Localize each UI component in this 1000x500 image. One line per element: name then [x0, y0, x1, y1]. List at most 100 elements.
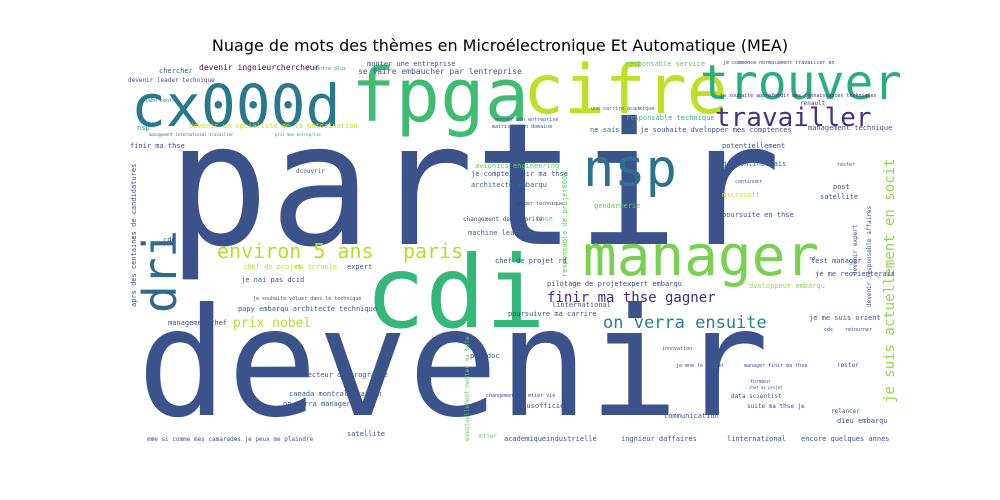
cloud-word: chercher [159, 67, 193, 75]
cloud-word: dri [133, 229, 187, 313]
cloud-word: leader technique [515, 201, 564, 207]
cloud-word: formeur [750, 379, 772, 385]
cloud-word: architecte embarqu [471, 181, 547, 189]
cloud-word: devenir ingnieurchercheur [199, 63, 320, 72]
cloud-word: on verra manager dune [283, 400, 372, 408]
cloud-word: post [833, 183, 850, 191]
cloud-word: nsp [583, 139, 677, 199]
cloud-word: innovation [662, 346, 693, 352]
cloud-word: dcouvrir [296, 168, 325, 175]
cloud-word: mme si comme mes camarades je peux me pl… [147, 436, 314, 443]
cloud-word: je commence normalement travailler en [723, 61, 835, 66]
cloud-word: microsoft [722, 191, 760, 199]
cloud-word: expert [347, 263, 373, 271]
cloud-word: relancer [831, 408, 860, 415]
cloud-word: poursuivre ma carrire [508, 310, 597, 318]
cloud-word: labo cenfs [145, 98, 176, 104]
cloud-word: poursuite en thse [722, 211, 794, 219]
cloud-word: finir ma thse gagner [547, 290, 716, 306]
cloud-word: devenir expert [852, 224, 859, 275]
cloud-word: mtier [479, 433, 498, 440]
cloud-word: retourner [845, 327, 873, 333]
cloud-word: travailler [715, 103, 872, 133]
cloud-word: manager [583, 224, 820, 289]
cloud-word: test manager [811, 257, 862, 265]
cloud-word: monter une entreprise [367, 61, 456, 68]
cloud-word: chef de projet [243, 263, 303, 271]
cloud-word: ou scroule [295, 263, 338, 271]
chart-title: Nuage de mots des thèmes en Microélectro… [211, 36, 789, 55]
word-cloud: partir devenir cdi fpga cifre cx000d tro… [125, 61, 900, 447]
cloud-word: avionics engineering [475, 162, 560, 170]
cloud-word: devenir un spcialiste de la motorisation [189, 122, 358, 130]
cloud-word: machine learning [468, 229, 536, 237]
cloud-word: communication [664, 412, 719, 420]
cloud-word: encore quelques annes [801, 435, 890, 443]
cloud-word: partir [167, 87, 782, 285]
cloud-word: trouver [700, 61, 900, 111]
cloud-word: dieu embarqu [837, 417, 888, 425]
cloud-word: management international travailler [149, 132, 234, 137]
cloud-word: je continuerais [723, 160, 787, 168]
cloud-word: sousofficier [518, 402, 569, 410]
cloud-word: fpga [351, 61, 530, 139]
cloud-word: je compte finir ma thse [471, 170, 568, 178]
cloud-word: je me reorienterais [815, 270, 896, 278]
cloud-word: paris [403, 239, 464, 263]
cloud-word: se faire embaucher par lentreprise [358, 67, 522, 76]
cloud-word: prix mon entreprise [275, 132, 321, 137]
cloud-word: changement de mtier vie [486, 393, 556, 399]
cloud-word: je suis actuellement en socit [882, 158, 898, 403]
cloud-word: management technique [808, 124, 893, 132]
cloud-word: postdoc [470, 352, 500, 360]
cloud-word: je me suis orient [809, 314, 881, 322]
cloud-word: ingnieur daffaires [621, 435, 697, 443]
cloud-word: satellite [347, 430, 385, 438]
cloud-word: environ 5 ans [217, 239, 374, 263]
cloud-word: on verra ensuite [603, 313, 767, 333]
cloud-word: academiqueindustrielle [504, 435, 597, 443]
cloud-word: changement dentreprise [463, 216, 543, 223]
cloud-word: rd [809, 256, 816, 262]
cloud-word: je souhaite approfondir mes connaissance… [720, 93, 877, 99]
cloud-word: canada montral cration [289, 390, 382, 398]
cloud-word: devenir responsable affaires [866, 205, 873, 307]
cloud-word: je souhaite dvelopper mes comptences [640, 126, 792, 134]
cloud-word: data scientist [731, 393, 782, 400]
cloud-word: linternational [552, 301, 612, 309]
cloud-word: renault [800, 100, 826, 107]
cloud-word: cdd [163, 236, 176, 244]
cloud-word: devenir [137, 277, 770, 447]
cloud-word: rester [837, 362, 859, 369]
cloud-word: responsable service [625, 61, 706, 68]
cloud-word: monter son entreprise [495, 117, 559, 123]
cloud-word: cifre [523, 61, 728, 130]
cloud-word: responsable technique [626, 114, 715, 122]
cloud-word: satellite [820, 193, 858, 201]
cloud-word: pilotage de projetexpert embarqu [547, 280, 682, 288]
cloud-word: aprs des centaines de candidatures [130, 163, 138, 307]
cloud-word: papy embarqu architecte technique [238, 305, 378, 313]
cloud-word: thse [536, 215, 553, 223]
cloud-word: potentiellement [722, 142, 786, 150]
cloud-word: directeur de programme [295, 371, 388, 379]
cloud-word: chef de projet [749, 385, 783, 390]
cloud-word: chef de projet rd [495, 257, 567, 265]
cloud-word: managementchef [168, 319, 228, 327]
cloud-word: manager finir ma thse [744, 363, 808, 369]
cloud-word: nsp [137, 124, 150, 132]
cloud-word: eventuellement monter ma bote [464, 336, 471, 441]
cloud-word: ne sais pas [590, 126, 637, 134]
cloud-word: cds [824, 327, 834, 333]
cloud-word: devenir leader technique [128, 77, 215, 84]
cloud-word: suite ma thse je [747, 403, 805, 410]
cloud-word: je nai pas dcid [241, 276, 305, 284]
cloud-word: gendarmerie [594, 202, 641, 210]
cloud-word: parisienne [237, 371, 280, 379]
cloud-word: je souhaite voluer dans le technique [253, 296, 362, 302]
cloud-word: continuer [735, 179, 763, 185]
cloud-word: matriser mon domaine [492, 124, 553, 130]
cloud-word: finir ma thse [130, 142, 185, 150]
cloud-word: prix nobel [233, 316, 312, 331]
cloud-word: je mne le projet [676, 363, 725, 369]
